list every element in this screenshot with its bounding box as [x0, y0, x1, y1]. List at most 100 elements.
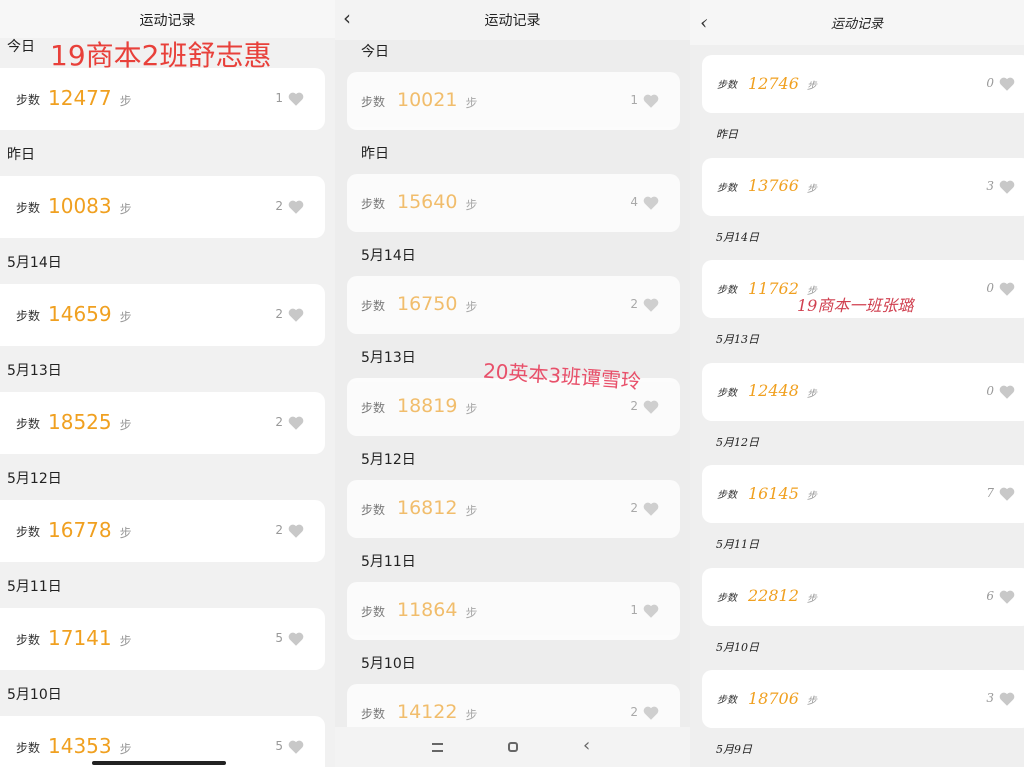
- record-card[interactable]: 步数 12746 步 0: [702, 55, 1024, 113]
- steps-label: 步数: [16, 309, 41, 323]
- record-card[interactable]: 步数 14353 步 5: [0, 716, 325, 767]
- steps-label: 步数: [717, 80, 737, 91]
- record-card[interactable]: 步数 10021 步 1: [347, 72, 680, 130]
- like-count: 1: [275, 91, 283, 105]
- annotation: 19商本一班张璐: [797, 296, 914, 315]
- record-card[interactable]: 步数 16812 步 2: [347, 480, 680, 538]
- header: 运动记录: [0, 0, 335, 38]
- record-card[interactable]: 步数 15640 步 4: [347, 174, 680, 232]
- steps-unit: 步: [806, 81, 817, 92]
- like-icon[interactable]: [287, 738, 305, 756]
- like-icon[interactable]: [642, 704, 660, 722]
- record-card[interactable]: 步数 11762 步 0: [702, 260, 1024, 318]
- record-card[interactable]: 步数 12448 步 0: [702, 362, 1024, 421]
- like-count: 2: [275, 307, 283, 321]
- back-nav-button[interactable]: ‹: [583, 735, 591, 756]
- steps-count: 14353: [48, 734, 112, 758]
- date-label: 5月9日: [716, 743, 752, 757]
- like-icon[interactable]: [642, 92, 660, 110]
- steps-unit: 步: [465, 708, 478, 722]
- record-card[interactable]: 步数 18819 步 2: [347, 378, 680, 436]
- like-count: 2: [630, 705, 638, 719]
- record-card[interactable]: 步数 13766 步 3: [702, 157, 1024, 216]
- steps-label: 步数: [16, 741, 41, 755]
- record-card[interactable]: 步数 22812 步 6: [702, 567, 1024, 626]
- like-icon[interactable]: [642, 194, 660, 212]
- like-count: 2: [630, 399, 638, 413]
- home-button[interactable]: [508, 742, 518, 752]
- steps-count: 12448: [748, 381, 799, 401]
- like-icon[interactable]: [642, 398, 660, 416]
- date-label: 5月10日: [7, 687, 62, 703]
- record-card[interactable]: 步数 16778 步 2: [0, 500, 325, 562]
- like-count: 5: [275, 631, 283, 645]
- like-icon[interactable]: [642, 500, 660, 518]
- like-icon[interactable]: [998, 383, 1016, 401]
- steps-unit: 步: [119, 310, 132, 324]
- like-icon[interactable]: [998, 178, 1016, 196]
- back-button[interactable]: ‹: [700, 10, 708, 34]
- back-button[interactable]: ‹: [343, 6, 351, 30]
- like-count: 5: [275, 739, 283, 753]
- like-icon[interactable]: [287, 414, 305, 432]
- like-icon[interactable]: [642, 602, 660, 620]
- steps-count: 16145: [748, 483, 799, 503]
- title: 运动记录: [139, 13, 196, 29]
- steps-unit: 步: [119, 94, 132, 108]
- date-label: 5月14日: [361, 248, 416, 264]
- steps-count: 17141: [48, 626, 112, 650]
- date-label: 5月12日: [361, 452, 416, 468]
- record-card[interactable]: 步数 16145 步 7: [702, 465, 1024, 523]
- like-icon[interactable]: [287, 90, 305, 108]
- header: ‹ 运动记录: [690, 0, 1024, 45]
- like-icon[interactable]: [998, 75, 1016, 93]
- date-label: 昨日: [716, 128, 738, 142]
- steps-unit: 步: [119, 634, 132, 648]
- steps-unit: 步: [806, 593, 817, 605]
- record-card[interactable]: 步数 18525 步 2: [0, 392, 325, 454]
- steps-label: 步数: [16, 633, 41, 647]
- phone-panel: 运动记录 19商本2班舒志惠 今日 步数 12477 步 1 昨日 步数 10083 步 2 5月1…: [0, 0, 335, 767]
- record-card[interactable]: 步数 12477 步 1: [0, 68, 325, 130]
- date-label: 5月13日: [7, 363, 62, 379]
- like-icon[interactable]: [998, 485, 1016, 503]
- record-card[interactable]: 步数 16750 步 2: [347, 276, 680, 334]
- steps-count: 13766: [748, 176, 799, 196]
- steps-label: 步数: [717, 695, 737, 706]
- steps-unit: 步: [465, 606, 478, 620]
- steps-label: 步数: [16, 201, 41, 215]
- like-count: 7: [986, 486, 994, 500]
- steps-label: 步数: [16, 93, 41, 107]
- date-label: 5月12日: [716, 435, 759, 449]
- steps-count: 11864: [397, 598, 458, 621]
- steps-count: 18819: [397, 394, 458, 417]
- like-count: 1: [630, 603, 638, 617]
- like-icon[interactable]: [287, 522, 305, 540]
- like-count: 0: [986, 76, 994, 90]
- steps-unit: 步: [119, 526, 132, 540]
- steps-count: 16778: [48, 518, 112, 542]
- record-card[interactable]: 步数 10083 步 2: [0, 176, 325, 238]
- like-icon[interactable]: [642, 296, 660, 314]
- like-icon[interactable]: [287, 630, 305, 648]
- date-label: 今日: [361, 44, 389, 60]
- date-label: 昨日: [7, 147, 35, 163]
- like-count: 4: [630, 195, 638, 209]
- record-card[interactable]: 步数 18706 步 3: [702, 670, 1024, 728]
- record-card[interactable]: 步数 14659 步 2: [0, 284, 325, 346]
- like-icon[interactable]: [287, 198, 305, 216]
- steps-unit: 步: [806, 388, 817, 400]
- date-label: 5月11日: [7, 579, 62, 595]
- like-icon[interactable]: [998, 588, 1016, 606]
- like-icon[interactable]: [998, 690, 1016, 708]
- steps-unit: 步: [465, 402, 478, 416]
- steps-count: 14122: [397, 700, 458, 723]
- record-card[interactable]: 步数 11864 步 1: [347, 582, 680, 640]
- like-icon[interactable]: [287, 306, 305, 324]
- menu-button[interactable]: [432, 743, 443, 752]
- steps-unit: 步: [806, 491, 817, 502]
- like-icon[interactable]: [998, 280, 1016, 298]
- record-card[interactable]: 步数 17141 步 5: [0, 608, 325, 670]
- steps-count: 22812: [748, 586, 799, 606]
